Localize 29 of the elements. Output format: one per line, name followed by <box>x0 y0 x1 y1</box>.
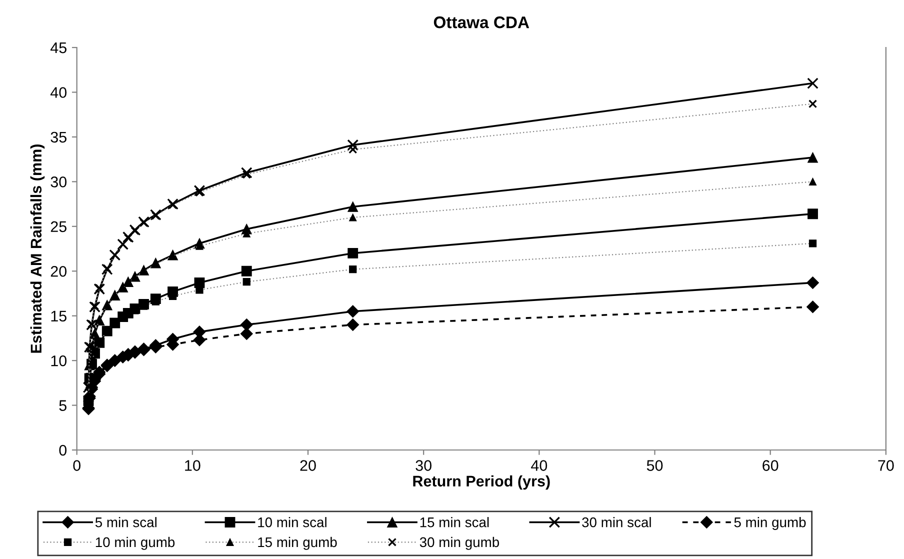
x-tick-label: 40 <box>531 460 548 471</box>
x-tick-label: 60 <box>762 460 778 471</box>
y-tick-label: 25 <box>50 221 66 232</box>
legend-label: 15 min gumb <box>258 536 337 550</box>
x-tick-label: 30 <box>416 460 432 471</box>
y-tick-label: 20 <box>50 266 67 277</box>
y-tick-label: 10 <box>51 355 67 366</box>
x-tick-label: 0 <box>73 460 80 471</box>
y-tick-label: 30 <box>50 176 67 188</box>
y-tick-label: 35 <box>50 132 66 143</box>
x-tick-label: 20 <box>300 460 316 471</box>
y-tick-label: 45 <box>50 42 66 54</box>
legend-label: 30 min gumb <box>420 536 500 550</box>
y-axis-title: Estimated AM Rainfalls (mm) <box>30 144 45 353</box>
y-tick-label: 40 <box>50 87 67 98</box>
chart-title: Ottawa CDA <box>434 16 530 28</box>
x-tick-label: 10 <box>185 460 200 471</box>
legend-label: 5 min scal <box>95 517 156 528</box>
legend-label: 10 min gumb <box>96 536 175 550</box>
y-tick-label: 15 <box>51 310 66 322</box>
legend-label: 15 min scal <box>420 517 489 528</box>
x-tick-label: 70 <box>878 460 894 471</box>
x-tick-label: 50 <box>646 460 663 471</box>
legend-label: 30 min scal <box>582 517 651 528</box>
x-axis-title: Return Period (yrs) <box>413 475 550 490</box>
y-tick-label: 0 <box>59 444 67 456</box>
legend-label: 10 min scal <box>258 517 326 528</box>
y-tick-label: 5 <box>59 400 66 411</box>
legend-label: 5 min gumb <box>734 517 806 530</box>
